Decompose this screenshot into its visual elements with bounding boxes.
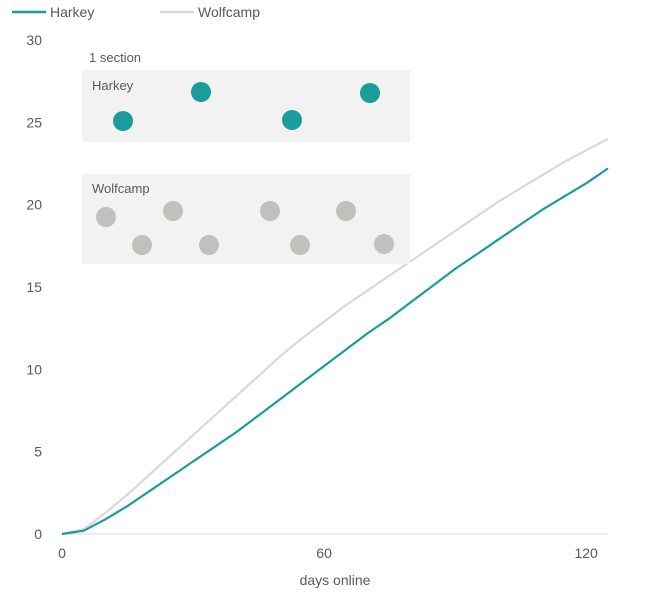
inset-wolfcamp-well-dot: [199, 235, 219, 255]
inset-wolfcamp-well-dot: [260, 201, 280, 221]
x-axis-ticks: 0 60 120: [58, 545, 598, 561]
inset-harkey-well-dot: [191, 82, 211, 102]
y-tick-label: 25: [26, 114, 42, 130]
inset-wolfcamp-well-dot: [132, 235, 152, 255]
legend-label-wolfcamp: Wolfcamp: [198, 4, 260, 20]
inset-title: 1 section: [89, 50, 141, 65]
y-axis-ticks: 0 5 10 15 20 25 30: [26, 32, 42, 542]
y-tick-label: 30: [26, 32, 42, 48]
x-tick-label: 120: [574, 545, 598, 561]
legend-label-harkey: Harkey: [50, 4, 94, 20]
y-tick-label: 10: [26, 361, 42, 377]
inset-wolfcamp-well-dot: [163, 201, 183, 221]
y-tick-label: 0: [34, 526, 42, 542]
inset-wolfcamp-well-dot: [96, 207, 116, 227]
series-layer: [61, 137, 609, 536]
inset-wolfcamp-well-dot: [290, 235, 310, 255]
inset-harkey-label: Harkey: [92, 78, 134, 93]
inset-harkey-well-dot: [282, 110, 302, 130]
y-tick-label: 20: [26, 197, 42, 213]
x-axis-title: days online: [300, 572, 371, 588]
inset-harkey-box: [82, 70, 410, 142]
inset-panel: 1 section Harkey Wolfcamp: [82, 50, 410, 264]
y-tick-label: 15: [26, 279, 42, 295]
legend: Harkey Wolfcamp: [12, 4, 260, 20]
x-tick-label: 60: [316, 545, 332, 561]
inset-wolfcamp-label: Wolfcamp: [92, 181, 150, 196]
inset-wolfcamp-well-dot: [374, 234, 394, 254]
series-line-harkey: [61, 167, 609, 536]
series-line-wolfcamp: [61, 137, 609, 536]
inset-wolfcamp-well-dot: [336, 201, 356, 221]
inset-harkey-well-dot: [360, 83, 380, 103]
x-tick-label: 0: [58, 545, 66, 561]
y-tick-label: 5: [34, 444, 42, 460]
inset-harkey-well-dot: [113, 111, 133, 131]
